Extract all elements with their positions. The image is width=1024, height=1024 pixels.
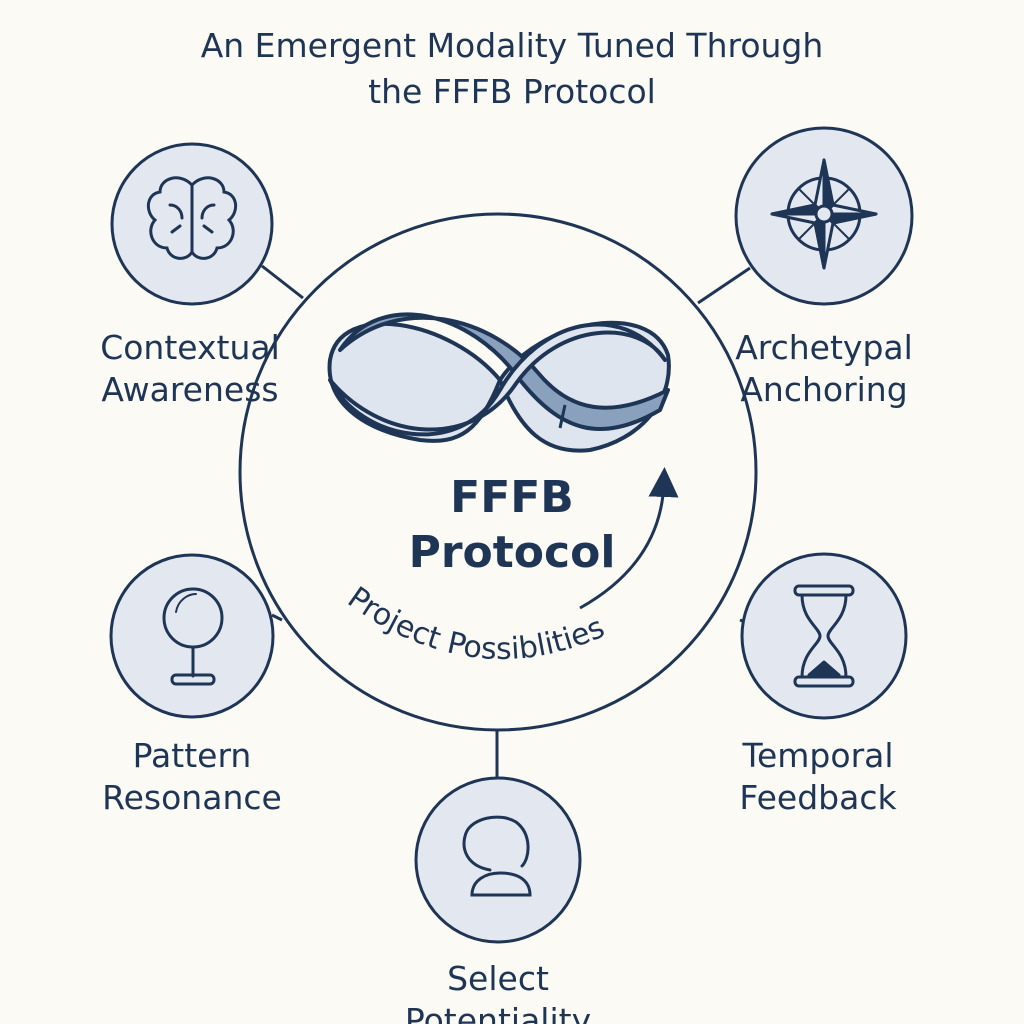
label-archetypal-line-1: Archetypal: [735, 328, 913, 367]
label-temporal-line-2: Feedback: [739, 778, 897, 817]
label-temporal-feedback: Temporal Feedback: [688, 735, 948, 819]
label-archetypal-anchoring: Archetypal Anchoring: [694, 327, 954, 411]
label-select-potentiality: Select Potentiality: [368, 958, 628, 1024]
label-pattern-resonance: Pattern Resonance: [62, 735, 322, 819]
brain-icon: [146, 176, 238, 260]
magnifier-icon: [162, 587, 224, 686]
arc-text-project-possibilities: Project Possiblities: [341, 580, 609, 667]
node-select-potentiality: [414, 776, 582, 944]
diagram-title-line-2: the FFFB Protocol: [368, 72, 656, 111]
infinity-ribbon-icon: [327, 312, 671, 453]
node-temporal-feedback: [740, 552, 908, 720]
node-pattern-resonance: [109, 553, 275, 719]
label-select-line-1: Select: [447, 959, 549, 998]
label-select-line-2: Potentiality: [404, 1001, 592, 1024]
person-icon: [462, 815, 532, 897]
cycle-arrow: [579, 467, 679, 610]
center-title-line-1: FFFB: [450, 472, 574, 523]
connector-archetypal: [697, 266, 751, 305]
label-pattern-line-2: Resonance: [102, 778, 282, 817]
node-archetypal-anchoring: [734, 126, 914, 306]
connector-contextual: [261, 264, 304, 300]
node-contextual-awareness: [110, 142, 274, 306]
hourglass-icon: [793, 584, 855, 688]
label-archetypal-line-2: Anchoring: [740, 370, 908, 409]
label-contextual-awareness: Contextual Awareness: [60, 327, 320, 411]
diagram-title-line-1: An Emergent Modality Tuned Through: [200, 26, 824, 65]
label-contextual-line-1: Contextual: [100, 328, 280, 367]
compass-star-icon: [770, 158, 878, 270]
label-contextual-line-2: Awareness: [101, 370, 279, 409]
label-temporal-line-1: Temporal: [742, 736, 894, 775]
central-circle: [238, 212, 758, 732]
center-title-line-2: Protocol: [408, 527, 616, 578]
label-pattern-line-1: Pattern: [132, 736, 252, 775]
connector-pattern: [271, 613, 283, 622]
